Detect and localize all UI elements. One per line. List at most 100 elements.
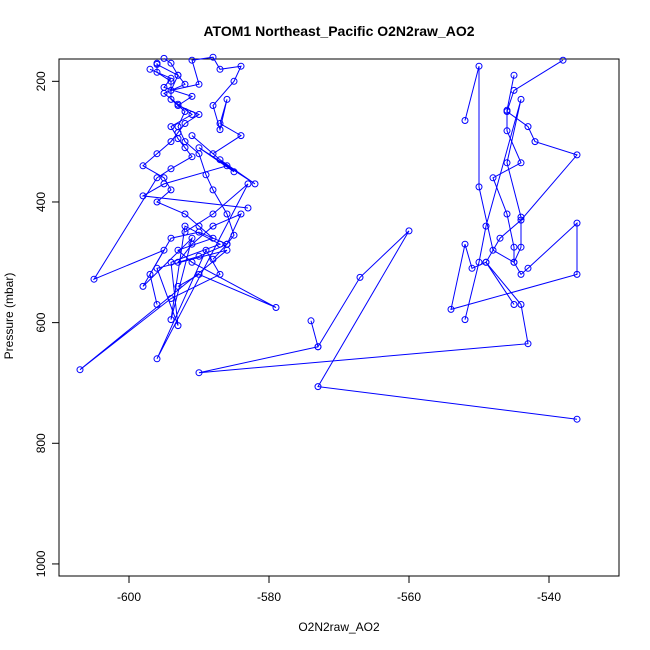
data-point [461, 316, 469, 324]
data-point [153, 150, 161, 158]
data-point [489, 174, 497, 182]
data-point [181, 210, 189, 218]
data-point [230, 231, 238, 239]
data-point [524, 264, 532, 272]
data-point [167, 138, 175, 146]
data-point [517, 216, 525, 224]
data-point [216, 270, 224, 278]
data-point [188, 234, 196, 242]
data-point [146, 270, 154, 278]
data-point [146, 65, 154, 73]
data-point [496, 234, 504, 242]
data-point [216, 240, 224, 248]
data-point [195, 111, 203, 118]
data-point [461, 240, 469, 248]
data-point [209, 210, 217, 218]
data-point [573, 151, 581, 159]
data-point [503, 210, 511, 218]
data-point [209, 150, 217, 158]
data-point [167, 95, 175, 103]
data-point [405, 227, 413, 235]
data-point [160, 54, 168, 62]
data-point [230, 77, 238, 85]
x-tick-label: -560 [397, 590, 421, 604]
data-point [314, 343, 322, 351]
data-point [524, 123, 532, 131]
data-point [573, 270, 581, 278]
data-point [188, 92, 196, 100]
data-point [468, 264, 476, 272]
data-point [167, 295, 175, 302]
data-point [517, 301, 525, 308]
x-axis: -600 -580 -560 -540 [117, 576, 561, 604]
data-point [188, 111, 196, 118]
data-point [174, 135, 182, 143]
data-point [153, 198, 161, 206]
data-point [531, 138, 539, 146]
data-point [503, 108, 511, 115]
data-point [510, 301, 518, 308]
data-point [244, 204, 252, 212]
data-point [188, 132, 196, 140]
data-point [195, 80, 203, 88]
data-point [160, 174, 168, 182]
data-point [181, 144, 189, 152]
data-point [216, 120, 224, 127]
data-point [517, 243, 525, 251]
y-tick-label: 1000 [34, 550, 48, 577]
data-point [174, 71, 182, 79]
data-point [216, 156, 224, 164]
series-4 [76, 60, 252, 374]
y-tick-label: 600 [34, 312, 48, 332]
data-point [237, 132, 245, 140]
data-point [76, 366, 84, 374]
data-point [475, 183, 483, 191]
data-point [356, 273, 364, 281]
y-tick-label: 200 [34, 71, 48, 91]
data-point [237, 62, 245, 70]
y-tick-label: 400 [34, 192, 48, 212]
data-point [510, 243, 518, 251]
x-tick-label: -600 [117, 590, 141, 604]
data-point [160, 246, 168, 254]
y-axis: 200 400 600 800 1000 [34, 71, 59, 577]
data-point [524, 340, 532, 348]
data-point [153, 174, 161, 182]
data-point [223, 246, 231, 254]
data-point [188, 153, 196, 161]
data-point [181, 120, 189, 127]
series-8 [307, 227, 581, 423]
series-3 [139, 65, 280, 311]
data-point [174, 100, 182, 108]
data-point [167, 186, 175, 194]
data-point [272, 304, 280, 311]
data-point [573, 219, 581, 227]
data-point [153, 68, 161, 76]
data-point [167, 59, 175, 67]
series-line [198, 59, 578, 374]
series-line [142, 68, 277, 308]
data-point [510, 86, 518, 94]
y-axis-label: Pressure (mbar) [2, 273, 16, 360]
data-point [573, 415, 581, 423]
y-tick-label: 800 [34, 433, 48, 453]
data-point [489, 246, 497, 254]
series-line [149, 63, 243, 305]
data-point [195, 369, 203, 377]
data-point [181, 80, 189, 88]
data-point [517, 159, 525, 167]
data-point [139, 162, 147, 170]
series-line [310, 230, 578, 420]
data-point [188, 56, 196, 64]
series-5 [461, 62, 525, 324]
data-point [202, 246, 210, 254]
data-point [202, 171, 210, 179]
data-point [209, 186, 217, 194]
data-point [181, 228, 189, 236]
series-line [141, 56, 256, 209]
series-7 [195, 56, 581, 377]
series-line [79, 63, 249, 371]
data-point [90, 275, 98, 283]
data-point [482, 258, 490, 266]
